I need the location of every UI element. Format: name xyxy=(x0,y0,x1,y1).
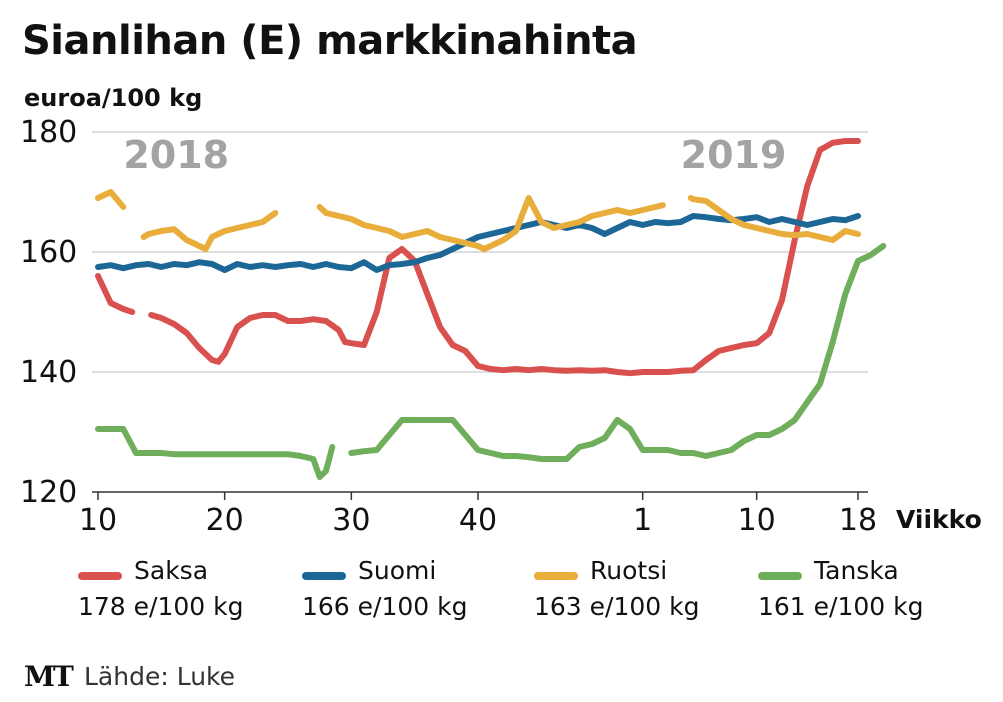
legend-name-tanska: Tanska xyxy=(814,556,899,585)
legend-name-suomi: Suomi xyxy=(358,556,437,585)
y-tick-label-160: 160 xyxy=(20,235,77,270)
legend-value-tanska: 161 e/100 kg xyxy=(758,592,924,621)
legend-swatch-tanska xyxy=(758,572,802,580)
mt-logo: MT xyxy=(24,660,74,693)
legend-name-saksa: Saksa xyxy=(134,556,209,585)
legend-name-ruotsi: Ruotsi xyxy=(590,556,668,585)
source-text: Lähde: Luke xyxy=(84,662,236,691)
chart-title: Sianlihan (E) markkinahinta xyxy=(22,18,638,64)
x-tick-label-5: 10 xyxy=(738,503,776,538)
legend: Saksa 178 e/100 kg Suomi 166 e/100 kg Ru… xyxy=(78,552,978,642)
x-axis-label: Viikko xyxy=(896,505,982,534)
y-tick-label-140: 140 xyxy=(20,355,77,390)
x-tick-label-0: 10 xyxy=(79,503,117,538)
x-tick-label-1: 20 xyxy=(206,503,244,538)
legend-swatch-ruotsi xyxy=(534,572,578,580)
year-label-2018: 2018 xyxy=(123,133,229,177)
x-tick-label-6: 18 xyxy=(839,503,877,538)
series-line-ruotsi-0 xyxy=(95,189,127,210)
series-line-saksa-0 xyxy=(95,273,136,315)
x-tick-label-4: 1 xyxy=(633,503,652,538)
legend-swatch-suomi xyxy=(302,572,346,580)
series-line-tanska-0 xyxy=(95,426,336,480)
series-line-ruotsi-1 xyxy=(140,210,279,252)
unit-label: euroa/100 kg xyxy=(24,84,203,112)
y-tick-label-180: 180 xyxy=(20,115,77,150)
series-line-tanska-1 xyxy=(348,243,887,462)
year-label-2019: 2019 xyxy=(681,133,787,177)
legend-swatch-saksa xyxy=(78,572,122,580)
legend-value-ruotsi: 163 e/100 kg xyxy=(534,592,700,621)
series-line-ruotsi-2 xyxy=(316,195,666,252)
y-tick-label-120: 120 xyxy=(20,475,77,510)
series-line-ruotsi-3 xyxy=(687,195,861,243)
x-tick-label-2: 30 xyxy=(332,503,370,538)
legend-value-suomi: 166 e/100 kg xyxy=(302,592,468,621)
legend-value-saksa: 178 e/100 kg xyxy=(78,592,244,621)
x-tick-label-3: 40 xyxy=(459,503,497,538)
series-line-saksa-1 xyxy=(148,138,861,377)
